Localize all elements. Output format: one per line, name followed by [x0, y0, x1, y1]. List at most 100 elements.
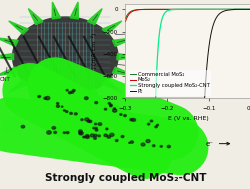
- Circle shape: [88, 120, 92, 123]
- Circle shape: [109, 133, 114, 136]
- Commercial MoS₂: [156, 8, 159, 10]
- Polygon shape: [52, 2, 60, 19]
- Circle shape: [104, 134, 107, 137]
- Circle shape: [61, 106, 63, 107]
- Strongly coupled MoS₂-CNT: [176, 8, 179, 10]
- Circle shape: [150, 120, 152, 122]
- Circle shape: [56, 103, 58, 104]
- Circle shape: [109, 104, 112, 106]
- MoS₂: [124, 20, 126, 23]
- Strongly coupled MoS₂-CNT: [218, 8, 221, 10]
- Polygon shape: [0, 67, 18, 76]
- Commercial MoS₂: [207, 8, 210, 10]
- Polygon shape: [102, 21, 121, 34]
- Line: Pt: Pt: [125, 9, 250, 98]
- Circle shape: [66, 132, 69, 134]
- Circle shape: [84, 97, 88, 100]
- Circle shape: [93, 137, 96, 139]
- Text: MoS₂: MoS₂: [115, 30, 158, 35]
- Polygon shape: [70, 2, 78, 19]
- Circle shape: [54, 131, 56, 133]
- Circle shape: [74, 113, 77, 115]
- Pt: [218, 12, 220, 15]
- Polygon shape: [102, 79, 121, 92]
- Circle shape: [119, 114, 122, 115]
- Circle shape: [94, 101, 97, 104]
- MoS₂: [248, 8, 250, 10]
- Circle shape: [115, 139, 117, 142]
- Circle shape: [87, 120, 90, 122]
- Circle shape: [46, 131, 51, 134]
- Pt: [156, 97, 159, 99]
- Strongly coupled MoS₂-CNT: [180, 8, 183, 10]
- Circle shape: [66, 89, 68, 91]
- Strongly coupled MoS₂-CNT: [156, 51, 159, 53]
- Circle shape: [107, 136, 110, 138]
- Circle shape: [108, 102, 110, 104]
- Circle shape: [92, 127, 94, 129]
- Circle shape: [130, 141, 133, 143]
- Circle shape: [82, 136, 84, 138]
- Circle shape: [123, 115, 126, 117]
- Line: Commercial MoS₂: Commercial MoS₂: [125, 9, 250, 18]
- Circle shape: [98, 123, 101, 125]
- Polygon shape: [52, 94, 60, 112]
- Polygon shape: [0, 53, 14, 60]
- Circle shape: [113, 108, 115, 109]
- Circle shape: [140, 143, 144, 146]
- Text: Strongly coupled MoS₂-CNT: Strongly coupled MoS₂-CNT: [44, 173, 205, 183]
- Circle shape: [65, 111, 68, 112]
- Circle shape: [147, 123, 149, 125]
- Circle shape: [131, 119, 135, 121]
- X-axis label: E (V vs. RHE): E (V vs. RHE): [167, 116, 208, 122]
- Circle shape: [45, 96, 50, 100]
- Circle shape: [146, 139, 150, 143]
- Polygon shape: [116, 53, 138, 60]
- Circle shape: [79, 132, 83, 135]
- Commercial MoS₂: [218, 8, 221, 10]
- Text: H₂: H₂: [170, 76, 180, 85]
- Polygon shape: [0, 38, 18, 46]
- Circle shape: [56, 105, 59, 107]
- MoS₂: [144, 8, 147, 10]
- Circle shape: [12, 17, 118, 96]
- Commercial MoS₂: [180, 8, 183, 10]
- MoS₂: [146, 8, 149, 10]
- Commercial MoS₂: [124, 17, 126, 19]
- Circle shape: [95, 127, 97, 129]
- Commercial MoS₂: [248, 8, 250, 10]
- Text: e⁻: e⁻: [205, 141, 229, 147]
- Commercial MoS₂: [197, 8, 200, 10]
- Pt: [180, 97, 183, 99]
- Circle shape: [105, 128, 108, 130]
- Circle shape: [63, 110, 65, 111]
- Circle shape: [94, 123, 96, 125]
- Circle shape: [154, 126, 157, 128]
- Strongly coupled MoS₂-CNT: [248, 8, 250, 10]
- Strongly coupled MoS₂-CNT: [146, 97, 148, 99]
- Pt: [197, 97, 200, 99]
- Circle shape: [112, 109, 116, 112]
- Circle shape: [38, 95, 40, 98]
- Pt: [207, 43, 210, 45]
- Y-axis label: J (mA cm⁻²): J (mA cm⁻²): [91, 33, 97, 69]
- Pt: [248, 8, 250, 10]
- Polygon shape: [112, 38, 134, 46]
- Polygon shape: [9, 79, 28, 92]
- Circle shape: [78, 130, 82, 132]
- Text: H⁺: H⁺: [180, 93, 189, 99]
- Polygon shape: [87, 89, 102, 105]
- Circle shape: [129, 119, 132, 121]
- Circle shape: [160, 146, 162, 147]
- Circle shape: [84, 118, 88, 121]
- Circle shape: [152, 145, 154, 147]
- MoS₂: [197, 8, 200, 10]
- Circle shape: [85, 135, 88, 137]
- Circle shape: [95, 129, 98, 131]
- Polygon shape: [112, 67, 134, 76]
- Circle shape: [52, 126, 56, 129]
- Circle shape: [70, 91, 74, 93]
- Circle shape: [63, 132, 65, 133]
- Circle shape: [120, 136, 124, 138]
- Polygon shape: [28, 89, 43, 105]
